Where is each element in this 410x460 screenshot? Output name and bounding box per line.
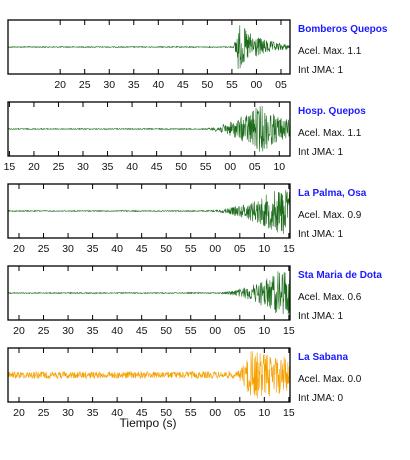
x-tick-label: 25 (38, 407, 50, 419)
x-axis-title: Tiempo (s) (120, 416, 177, 430)
x-tick-label: 20 (13, 325, 25, 337)
x-tick-label: 45 (136, 325, 148, 337)
x-tick-label: 15 (4, 161, 16, 173)
x-tick-label: 00 (224, 161, 236, 173)
panel-4: 20 25 30 35 40 45 50 55 00 05 10 15 Sta Maria de Dot… (7, 265, 382, 337)
x-tick-label: 00 (209, 407, 221, 419)
x-tick-label: 00 (209, 325, 221, 337)
panel-3: 20 25 30 35 40 45 50 55 00 05 10 15 La Palma, Osa Ace… (7, 183, 367, 255)
panel-frame (7, 19, 291, 75)
panel-frame (7, 347, 291, 403)
x-tick-label: 20 (54, 79, 66, 91)
x-tick-label: 45 (136, 407, 148, 419)
x-tick-label: 40 (111, 243, 123, 255)
x-tick-label: 00 (209, 243, 221, 255)
x-tick-label: 30 (62, 325, 74, 337)
x-tick-label: 15 (283, 325, 295, 337)
x-tick-label: 05 (234, 243, 246, 255)
waveform-trace (8, 106, 290, 152)
jma-intensity: Int JMA: 0 (298, 393, 343, 404)
x-tick-label: 05 (275, 79, 287, 91)
x-tick-label: 40 (152, 79, 164, 91)
station-name: Hosp. Quepos (298, 106, 366, 117)
panel-5: 20 25 30 35 40 45 50 55 00 05 10 15 La Sabana Acel. M… (7, 347, 362, 419)
x-tick-label: 05 (234, 325, 246, 337)
x-tick-label: 30 (77, 161, 89, 173)
x-tick-label: 35 (102, 161, 114, 173)
station-name: Bomberos Quepos (298, 24, 388, 35)
jma-intensity: Int JMA: 1 (298, 147, 343, 158)
x-tick-label: 25 (53, 161, 65, 173)
x-tick-label: 40 (111, 325, 123, 337)
x-tick-label: 35 (87, 407, 99, 419)
x-tick-label: 25 (79, 79, 91, 91)
x-tick-label: 55 (185, 325, 197, 337)
x-tick-label: 20 (13, 243, 25, 255)
panel-frame (7, 265, 291, 321)
x-tick-label: 45 (151, 161, 163, 173)
x-tick-label: 30 (62, 243, 74, 255)
panel-frame (7, 101, 291, 157)
jma-intensity: Int JMA: 1 (298, 65, 343, 76)
x-tick-label: 55 (200, 161, 212, 173)
x-tick-label: 50 (160, 325, 172, 337)
waveform-trace (8, 189, 290, 235)
x-tick-label: 35 (128, 79, 140, 91)
station-name: Sta Maria de Dota (298, 270, 382, 281)
x-tick-label: 50 (160, 407, 172, 419)
x-tick-label: 55 (185, 243, 197, 255)
x-tick-label: 50 (160, 243, 172, 255)
x-tick-label: 25 (38, 243, 50, 255)
x-tick-label: 40 (126, 161, 138, 173)
x-tick-label: 20 (13, 407, 25, 419)
x-tick-label: 10 (258, 243, 270, 255)
waveform-trace (8, 271, 290, 315)
x-tick-label: 50 (175, 161, 187, 173)
jma-intensity: Int JMA: 1 (298, 229, 343, 240)
peak-acceleration: Acel. Max. 0.9 (298, 210, 362, 221)
x-tick-label: 15 (283, 407, 295, 419)
x-tick-label: 50 (202, 79, 214, 91)
x-tick-label: 15 (283, 243, 295, 255)
panel-1: 20 25 30 35 40 45 50 55 00 05 Bomberos Quepos Acel.… (7, 19, 388, 91)
x-tick-label: 35 (87, 325, 99, 337)
x-tick-label: 05 (249, 161, 261, 173)
peak-acceleration: Acel. Max. 1.1 (298, 46, 362, 57)
x-tick-label: 10 (273, 161, 285, 173)
x-tick-label: 05 (234, 407, 246, 419)
x-tick-label: 30 (62, 407, 74, 419)
jma-intensity: Int JMA: 1 (298, 311, 343, 322)
x-tick-label: 55 (226, 79, 238, 91)
x-tick-label: 35 (87, 243, 99, 255)
x-tick-label: 45 (177, 79, 189, 91)
station-name: La Palma, Osa (298, 188, 367, 199)
x-tick-label: 20 (28, 161, 40, 173)
x-tick-label: 45 (136, 243, 148, 255)
waveform-trace (8, 351, 290, 399)
peak-acceleration: Acel. Max. 0.6 (298, 292, 362, 303)
x-tick-label: 10 (258, 325, 270, 337)
x-tick-label: 55 (185, 407, 197, 419)
station-name: La Sabana (298, 352, 348, 363)
panel-frame (7, 183, 291, 239)
peak-acceleration: Acel. Max. 1.1 (298, 128, 362, 139)
x-tick-label: 10 (258, 407, 270, 419)
peak-acceleration: Acel. Max. 0.0 (298, 374, 362, 385)
x-tick-label: 25 (38, 325, 50, 337)
panel-2: 15 20 25 30 35 40 45 50 55 00 05 10 Hosp. Quepos Acel… (4, 101, 366, 173)
x-tick-label: 40 (111, 407, 123, 419)
x-tick-label: 00 (251, 79, 263, 91)
waveform-trace (8, 25, 290, 69)
x-tick-label: 30 (103, 79, 115, 91)
